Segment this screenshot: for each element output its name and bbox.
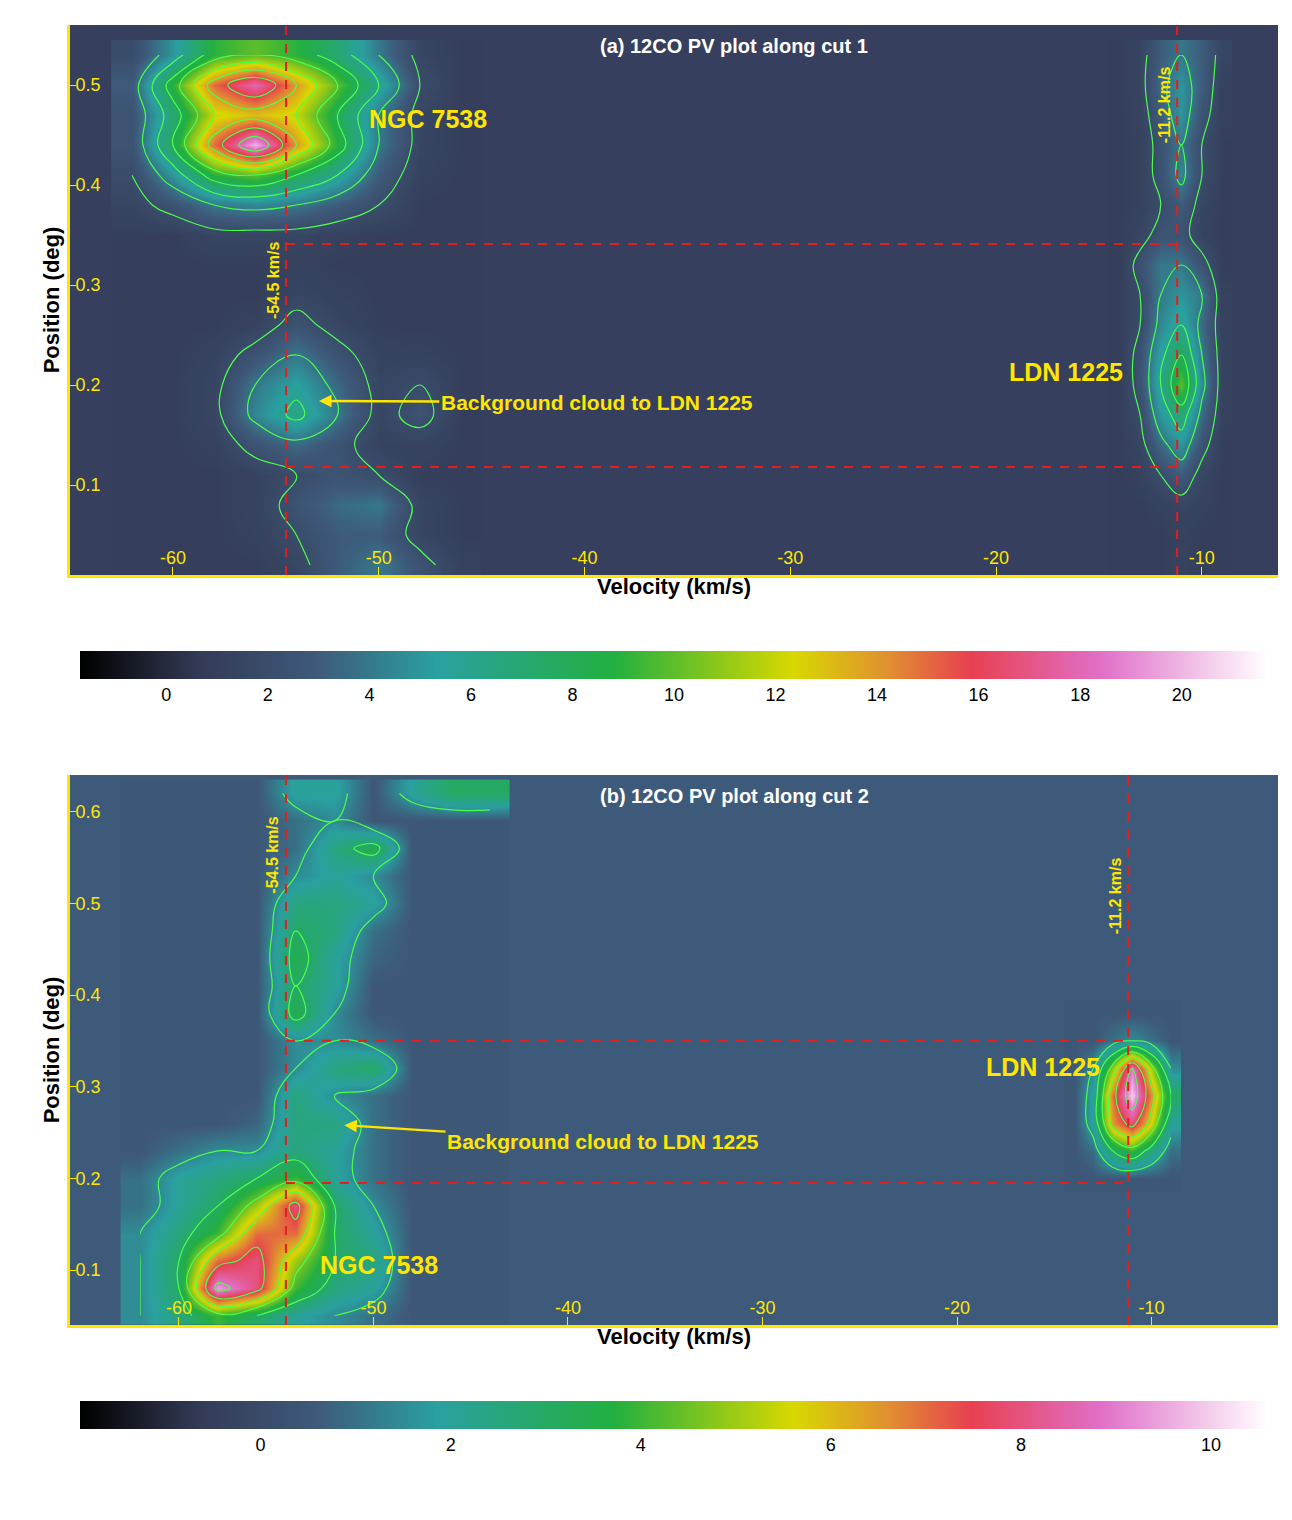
svg-text:Velocity (km/s): Velocity (km/s) <box>597 574 751 599</box>
svg-text:6: 6 <box>466 685 476 705</box>
svg-text:-40: -40 <box>571 548 597 568</box>
svg-text:0.5: 0.5 <box>75 894 100 914</box>
svg-text:0.4: 0.4 <box>75 175 100 195</box>
svg-text:-54.5 km/s: -54.5 km/s <box>265 242 282 319</box>
svg-text:LDN 1225: LDN 1225 <box>1009 358 1123 386</box>
svg-text:-20: -20 <box>983 548 1009 568</box>
svg-text:-60: -60 <box>160 548 186 568</box>
svg-text:0.3: 0.3 <box>75 275 100 295</box>
svg-text:0.6: 0.6 <box>75 802 100 822</box>
svg-text:0.1: 0.1 <box>75 1260 100 1280</box>
svg-text:-30: -30 <box>777 548 803 568</box>
svg-text:4: 4 <box>364 685 374 705</box>
svg-text:NGC 7538: NGC 7538 <box>369 105 487 133</box>
svg-text:2: 2 <box>263 685 273 705</box>
svg-text:0.5: 0.5 <box>75 75 100 95</box>
svg-text:-50: -50 <box>360 1298 386 1318</box>
svg-text:16: 16 <box>969 685 989 705</box>
svg-text:-11.2 km/s: -11.2 km/s <box>1107 858 1124 935</box>
svg-text:LDN 1225: LDN 1225 <box>986 1053 1100 1081</box>
svg-text:Position (deg): Position (deg) <box>39 227 64 374</box>
svg-text:-11.2 km/s: -11.2 km/s <box>1156 67 1173 144</box>
svg-text:10: 10 <box>664 685 684 705</box>
svg-text:-54.5 km/s: -54.5 km/s <box>264 816 281 893</box>
svg-text:4: 4 <box>636 1435 646 1455</box>
svg-text:-20: -20 <box>944 1298 970 1318</box>
svg-text:0: 0 <box>161 685 171 705</box>
svg-text:(b) 12CO PV plot along cut 2: (b) 12CO PV plot along cut 2 <box>600 785 869 807</box>
svg-text:-30: -30 <box>750 1298 776 1318</box>
svg-text:14: 14 <box>867 685 887 705</box>
svg-text:2: 2 <box>446 1435 456 1455</box>
svg-text:12: 12 <box>766 685 786 705</box>
svg-text:(a) 12CO PV plot along cut 1: (a) 12CO PV plot along cut 1 <box>600 35 868 57</box>
svg-text:Background cloud to LDN 1225: Background cloud to LDN 1225 <box>447 1130 759 1153</box>
svg-text:-50: -50 <box>366 548 392 568</box>
svg-text:0.2: 0.2 <box>75 1169 100 1189</box>
svg-text:10: 10 <box>1201 1435 1221 1455</box>
svg-text:Background cloud to LDN 1225: Background cloud to LDN 1225 <box>441 391 753 414</box>
svg-text:8: 8 <box>1016 1435 1026 1455</box>
svg-text:-40: -40 <box>555 1298 581 1318</box>
svg-text:6: 6 <box>826 1435 836 1455</box>
svg-text:0.2: 0.2 <box>75 375 100 395</box>
svg-text:20: 20 <box>1172 685 1192 705</box>
svg-text:Velocity (km/s): Velocity (km/s) <box>597 1324 751 1349</box>
svg-text:0.3: 0.3 <box>75 1077 100 1097</box>
svg-text:0.1: 0.1 <box>75 475 100 495</box>
svg-text:Position (deg): Position (deg) <box>39 977 64 1124</box>
svg-text:NGC 7538: NGC 7538 <box>320 1251 438 1279</box>
svg-text:-10: -10 <box>1139 1298 1165 1318</box>
svg-text:-60: -60 <box>166 1298 192 1318</box>
svg-text:0.4: 0.4 <box>75 985 100 1005</box>
svg-text:18: 18 <box>1070 685 1090 705</box>
svg-text:0: 0 <box>256 1435 266 1455</box>
svg-text:8: 8 <box>567 685 577 705</box>
svg-text:-10: -10 <box>1189 548 1215 568</box>
